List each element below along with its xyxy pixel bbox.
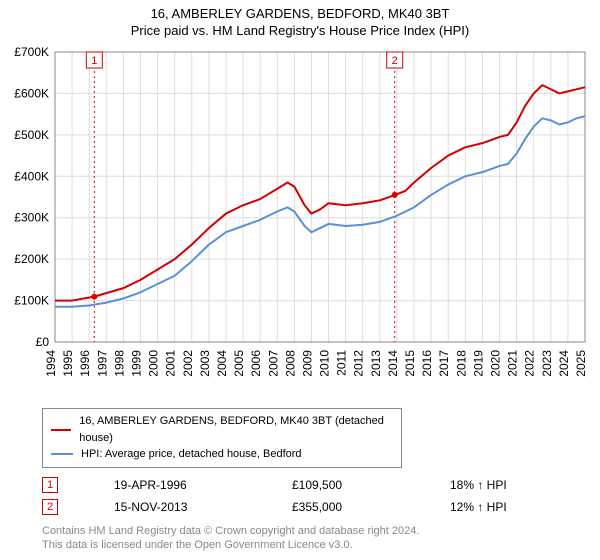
x-tick-label: 2025 xyxy=(574,350,588,377)
footnote: Contains HM Land Registry data © Crown c… xyxy=(42,524,562,553)
legend-row: 16, AMBERLEY GARDENS, BEDFORD, MK40 3BT … xyxy=(51,413,393,446)
y-tick-label: £500K xyxy=(14,128,49,142)
chart-area: £0 £100K £200K £300K £400K £500K £600K £700K 199… xyxy=(0,42,600,402)
x-tick-label: 2024 xyxy=(557,350,571,377)
x-tick-label: 2012 xyxy=(352,350,366,377)
x-tick-label: 2001 xyxy=(164,350,178,377)
legend-label: HPI: Average price, detached house, Bedf… xyxy=(81,446,302,463)
x-tick-label: 2022 xyxy=(523,350,537,377)
x-tick-label: 2009 xyxy=(300,350,314,377)
x-tick-label: 2021 xyxy=(506,350,520,377)
sales-row-date: 19-APR-1996 xyxy=(114,478,264,492)
sales-row-price: £109,500 xyxy=(292,478,422,492)
x-tick-label: 2005 xyxy=(232,350,246,377)
x-tick-label: 2016 xyxy=(420,350,434,377)
y-tick-label: £400K xyxy=(14,169,49,183)
x-tick-label: 2019 xyxy=(471,350,485,377)
footnote-line: This data is licensed under the Open Gov… xyxy=(42,538,562,552)
x-tick-label: 1997 xyxy=(95,350,109,377)
y-tick-label: £600K xyxy=(14,86,49,100)
x-tick-label: 1999 xyxy=(129,350,143,377)
sales-row-badge: 1 xyxy=(42,477,58,493)
y-tick-label: £200K xyxy=(14,252,49,266)
x-tick-label: 2018 xyxy=(454,350,468,377)
legend: 16, AMBERLEY GARDENS, BEDFORD, MK40 3BT … xyxy=(42,408,402,468)
x-tick-label: 2003 xyxy=(198,350,212,377)
x-tick-label: 2002 xyxy=(181,350,195,377)
x-tick-label: 2008 xyxy=(283,350,297,377)
legend-label: 16, AMBERLEY GARDENS, BEDFORD, MK40 3BT … xyxy=(79,413,393,446)
sales-row: 2 15-NOV-2013 £355,000 12% ↑ HPI xyxy=(42,496,600,518)
x-tick-label: 2013 xyxy=(369,350,383,377)
x-tick-label: 2010 xyxy=(318,350,332,377)
sales-row-price: £355,000 xyxy=(292,500,422,514)
sales-row-delta: 12% ↑ HPI xyxy=(450,500,570,514)
legend-swatch xyxy=(51,453,73,455)
y-tick-label: £100K xyxy=(14,294,49,308)
x-tick-label: 1996 xyxy=(78,350,92,377)
x-tick-label: 2017 xyxy=(437,350,451,377)
x-tick-label: 1994 xyxy=(44,350,58,377)
y-tick-label: £300K xyxy=(14,211,49,225)
x-tick-label: 2007 xyxy=(266,350,280,377)
x-tick-label: 2000 xyxy=(147,350,161,377)
sales-row: 1 19-APR-1996 £109,500 18% ↑ HPI xyxy=(42,474,600,496)
y-tick-label: £0 xyxy=(36,335,50,349)
sales-table: 1 19-APR-1996 £109,500 18% ↑ HPI 2 15-NOV-201… xyxy=(42,474,600,518)
x-tick-label: 2011 xyxy=(335,350,349,376)
x-tick-label: 2015 xyxy=(403,350,417,377)
y-tick-label: £700K xyxy=(14,45,49,59)
x-tick-label: 2023 xyxy=(540,350,554,377)
footnote-line: Contains HM Land Registry data © Crown c… xyxy=(42,524,562,538)
legend-swatch xyxy=(51,429,71,431)
x-tick-label: 1998 xyxy=(112,350,126,377)
page-subtitle: Price paid vs. HM Land Registry's House … xyxy=(0,21,600,42)
x-tick-label: 1995 xyxy=(61,350,75,377)
legend-row: HPI: Average price, detached house, Bedf… xyxy=(51,446,393,463)
x-tick-label: 2014 xyxy=(386,350,400,377)
x-tick-label: 2006 xyxy=(249,350,263,377)
sale-marker-badge: 1 xyxy=(91,55,97,67)
sales-row-badge: 2 xyxy=(42,499,58,515)
sales-row-delta: 18% ↑ HPI xyxy=(450,478,570,492)
sales-row-date: 15-NOV-2013 xyxy=(114,500,264,514)
page-title: 16, AMBERLEY GARDENS, BEDFORD, MK40 3BT xyxy=(0,0,600,21)
line-chart: £0 £100K £200K £300K £400K £500K £600K £700K 199… xyxy=(0,42,600,402)
x-tick-label: 2004 xyxy=(215,350,229,377)
sale-marker-badge: 2 xyxy=(392,55,398,67)
x-tick-label: 2020 xyxy=(489,350,503,377)
